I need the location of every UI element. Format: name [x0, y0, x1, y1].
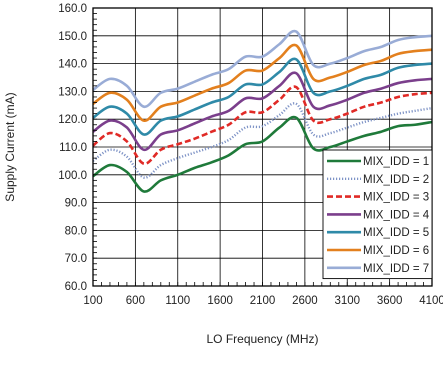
series-line-5	[92, 57, 433, 136]
y-tick-label: 100.0	[58, 170, 87, 182]
x-tick-label: 100	[83, 295, 102, 307]
y-axis-label: Supply Current (mA)	[3, 92, 17, 201]
y-tick-label: 60.0	[65, 281, 87, 293]
x-tick-label: 2100	[250, 295, 276, 307]
legend-label: MIX_IDD = 4	[363, 209, 430, 221]
series-line-2	[92, 102, 433, 179]
y-tick-label: 130.0	[58, 86, 87, 98]
legend-label: MIX_IDD = 2	[363, 174, 429, 186]
x-tick-label: 1600	[207, 295, 233, 307]
y-tick-label: 140.0	[58, 59, 87, 71]
x-tick-label: 1100	[165, 295, 190, 307]
x-tick-label: 600	[126, 295, 145, 307]
y-tick-label: 90.0	[65, 198, 87, 210]
x-tick-label: 4100	[419, 295, 443, 307]
legend-label: MIX_IDD = 7	[363, 263, 429, 275]
axis-ticks: 60.0 70.0 80.0 90.0 100.0 110.0 120.0 130.0 140.…	[58, 3, 443, 307]
series-line-6	[92, 43, 433, 122]
legend-label: MIX_IDD = 3	[363, 192, 429, 204]
x-tick-label: 3100	[334, 295, 360, 307]
series-line-1	[92, 115, 433, 193]
y-tick-label: 70.0	[65, 253, 87, 265]
y-tick-label: 80.0	[65, 225, 87, 237]
series-line-4	[92, 71, 433, 152]
x-tick-label: 3600	[377, 295, 403, 307]
series-lines	[92, 29, 433, 193]
series-line-3	[92, 85, 433, 165]
legend-label: MIX_IDD = 1	[363, 156, 429, 168]
legend-label: MIX_IDD = 5	[363, 227, 429, 239]
y-tick-label: 110.0	[59, 142, 87, 154]
legend-label: MIX_IDD = 6	[363, 245, 429, 257]
series-line-7	[92, 29, 433, 108]
x-axis-label: LO Frequency (MHz)	[206, 332, 318, 346]
y-tick-label: 120.0	[58, 114, 87, 126]
y-tick-label: 160.0	[58, 3, 87, 15]
x-tick-label: 2600	[292, 295, 318, 307]
y-tick-label: 150.0	[58, 31, 87, 43]
legend: MIX_IDD = 1 MIX_IDD = 2 MIX_IDD = 3 MIX_IDD…	[322, 149, 433, 280]
